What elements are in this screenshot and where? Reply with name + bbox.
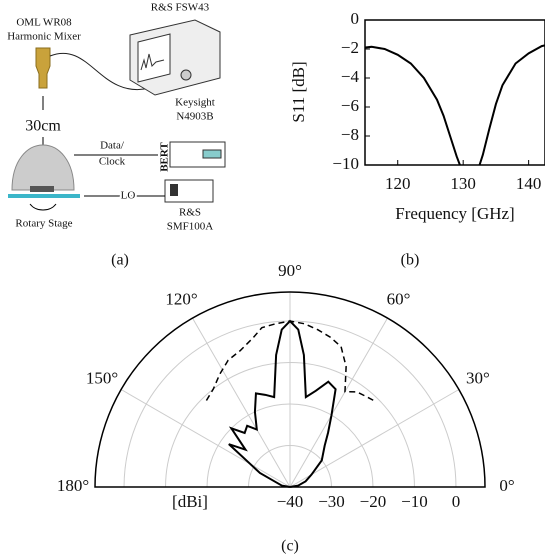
grid-spoke (289, 389, 460, 488)
line (365, 44, 545, 165)
caption: (a) (111, 252, 129, 269)
angle-label: 30° (466, 368, 490, 387)
label: BERT (159, 142, 171, 172)
device (30, 186, 54, 192)
r-tick-label: −10 (401, 492, 428, 511)
angle-label: 120° (165, 290, 197, 309)
angle-label: 150° (86, 368, 118, 387)
label: LO (121, 190, 136, 202)
bert-ports (202, 149, 222, 159)
dome (11, 144, 75, 191)
polar-frame (94, 291, 486, 488)
grid-spoke (289, 317, 388, 488)
y-tick-label: −8 (341, 125, 359, 144)
spectrum (140, 53, 165, 71)
grid-spoke (120, 389, 291, 488)
stage-plate (8, 194, 80, 198)
r-tick-label: −40 (277, 492, 304, 511)
label: Clock (99, 156, 126, 168)
angle-label: 60° (387, 290, 411, 309)
x-tick-label: 130 (450, 174, 476, 193)
setup-diagram: OML WR08 Harmonic Mixer R&S FSW43 30cm R… (7, 2, 226, 233)
label: N4903B (176, 111, 213, 123)
label: 30cm (25, 118, 61, 135)
y-tick-label: −6 (341, 96, 359, 115)
label: Data/ (100, 140, 125, 152)
y-axis-label: S11 [dB] (289, 61, 308, 122)
x-tick-label: 140 (516, 174, 542, 193)
pattern-line (228, 319, 337, 488)
label: OML WR08 (16, 17, 72, 29)
x-tick-label: 120 (385, 174, 411, 193)
label: Rotary Stage (15, 218, 72, 230)
knob (180, 69, 192, 81)
rotation-arrow (29, 203, 57, 211)
angle-label: 180° (57, 476, 89, 495)
generator-screen (170, 184, 178, 196)
label: Harmonic Mixer (7, 31, 81, 43)
r-tick-label: −20 (360, 492, 387, 511)
label: SMF100A (167, 221, 214, 233)
r-tick-label: −30 (318, 492, 345, 511)
label: R&S (179, 207, 201, 219)
label: R&S FSW43 (151, 2, 210, 14)
y-tick-label: −2 (341, 38, 359, 57)
label: Keysight (175, 97, 215, 109)
x-axis-label: Frequency [GHz] (395, 204, 514, 223)
screen (137, 33, 171, 83)
y-tick-label: −4 (341, 67, 360, 86)
grid-spoke (192, 317, 291, 488)
cable (49, 52, 151, 91)
y-tick-label: −10 (332, 154, 359, 173)
angle-label: 90° (278, 261, 302, 280)
plot-frame (364, 19, 545, 166)
pattern-line (205, 320, 374, 402)
r-tick-label: 0 (452, 492, 461, 511)
r-axis-label: [dBi] (172, 492, 208, 511)
caption: (b) (401, 252, 420, 269)
caption: (c) (281, 538, 299, 555)
angle-label: 0° (499, 476, 514, 495)
horn-antenna (35, 47, 51, 89)
y-tick-label: 0 (351, 9, 360, 28)
